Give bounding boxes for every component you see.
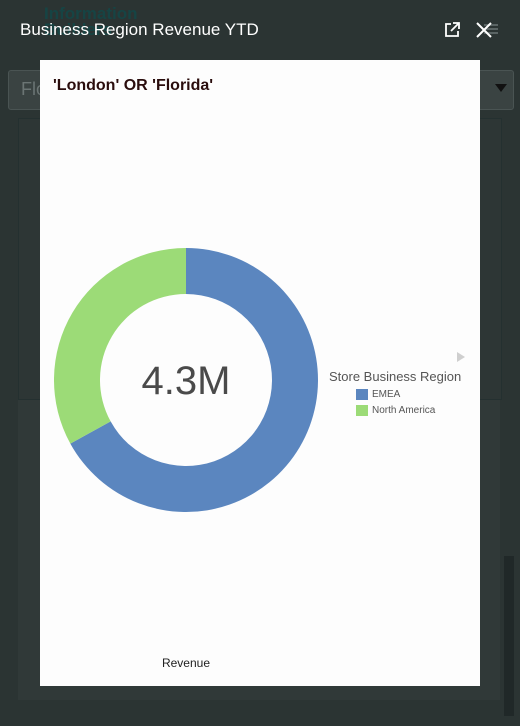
donut-slice-north-america[interactable] (53, 248, 186, 444)
center-value: 4.3M (142, 359, 231, 403)
app-logo: Information Builders (44, 4, 138, 39)
filter-value: Flo (21, 79, 47, 99)
modal-title: Business Region Revenue YTD (20, 20, 259, 39)
chevron-down-icon (495, 84, 507, 92)
legend-swatch (356, 389, 368, 400)
chart-card: 'London' OR 'Florida' 4.3M Store Busines… (40, 60, 480, 686)
donut-chart: 4.3M (53, 248, 318, 512)
legend-next-arrow[interactable] (457, 352, 465, 362)
legend-label: North America (372, 405, 436, 416)
close-icon (476, 22, 492, 38)
chart-title: 'London' OR 'Florida' (53, 77, 214, 94)
legend-title: Store Business Region (329, 369, 462, 384)
popout-button[interactable] (443, 21, 461, 39)
legend-swatch (356, 405, 368, 416)
background-scrollbar (504, 556, 514, 716)
popout-icon (445, 22, 460, 37)
donut-slice-emea[interactable] (70, 248, 318, 512)
x-axis-label: Revenue (161, 656, 211, 670)
menu-icon (484, 22, 498, 36)
close-button[interactable] (474, 20, 494, 40)
legend-label: EMEA (372, 389, 401, 400)
